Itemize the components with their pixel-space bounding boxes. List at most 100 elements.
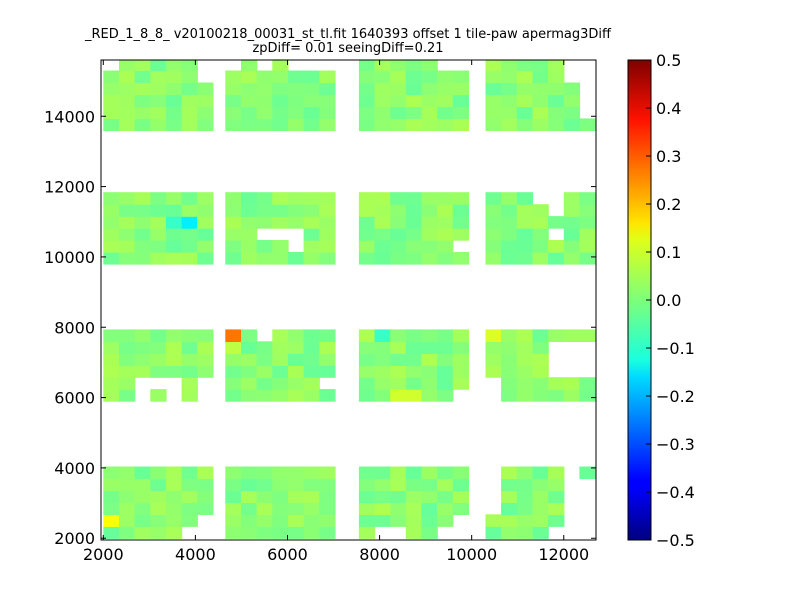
heatmap-cell [358,106,376,119]
heatmap-cell [358,353,376,366]
heatmap-cell [165,502,183,515]
heatmap-cell [272,365,289,378]
heatmap-cell [374,514,391,527]
heatmap-cell [303,106,320,119]
x-tick-label: 4000 [175,545,216,564]
heatmap-cell [405,252,423,265]
heatmap-cell [119,106,136,119]
heatmap-cell [197,365,214,378]
heatmap-cell [103,106,120,119]
heatmap-cell [181,216,198,229]
heatmap-cell [374,204,391,217]
heatmap-cell [319,228,336,241]
heatmap-cell [225,192,242,205]
heatmap-cell [390,70,407,84]
heatmap-cell [287,118,305,131]
heatmap-cell [272,60,289,72]
heatmap-cell [241,526,258,539]
heatmap-cell [501,514,518,527]
heatmap-cell [241,106,258,119]
heatmap-cell [579,192,596,205]
heatmap-cell [225,329,242,342]
heatmap-cell [319,118,336,131]
heatmap-cell [272,329,289,342]
heatmap-cell [319,526,336,539]
heatmap-cell [358,502,376,515]
heatmap-cell [287,192,305,205]
heatmap-cell [532,94,549,108]
heatmap-cell [165,252,183,265]
heatmap-cell [303,94,320,108]
heatmap-cell [516,329,534,342]
heatmap-cell [452,192,470,205]
heatmap-cell [532,365,549,378]
heatmap-cell [516,252,534,265]
heatmap-cell [272,502,289,515]
x-tick-label: 6000 [267,545,308,564]
heatmap-cell [134,252,151,265]
heatmap-cell [452,478,470,492]
heatmap-cell [452,341,470,354]
heatmap-cell [272,192,289,205]
heatmap-cell [374,365,391,378]
heatmap-cell [532,353,549,366]
heatmap-cell [452,216,470,229]
heatmap-cell [501,365,518,378]
heatmap-cell [358,94,376,108]
heatmap-cell [103,228,120,241]
heatmap-cell [150,490,167,503]
heatmap-cell [197,192,214,205]
heatmap-cell [165,341,183,354]
heatmap-cell [501,353,518,366]
heatmap-cell [390,466,407,480]
heatmap-cell [516,466,534,480]
heatmap-cell [437,118,454,131]
heatmap-cell [405,526,423,539]
heatmap-cell [197,466,214,480]
heatmap-cell [303,466,320,480]
heatmap-cell [119,216,136,229]
heatmap-cell [532,216,549,229]
heatmap-cell [150,204,167,217]
heatmap-cell [374,240,391,253]
heatmap-cell [390,106,407,119]
heatmap-cell [319,329,336,342]
heatmap-cell [303,82,320,96]
heatmap-cell [103,514,120,527]
heatmap-cell [103,466,120,480]
heatmap-cell [485,252,502,265]
heatmap-cell [272,490,289,503]
heatmap-cell [405,216,423,229]
heatmap-cell [452,94,470,108]
heatmap-cell [119,204,136,217]
heatmap-cell [225,94,242,108]
heatmap-cell [532,252,549,265]
heatmap-cell [485,118,502,131]
heatmap-cell [119,466,136,480]
heatmap-cell [181,389,198,402]
heatmap-cell [437,329,454,342]
heatmap-cell [437,514,454,527]
heatmap-cell [548,70,565,84]
heatmap-cell [241,341,258,354]
heatmap-cell [287,94,305,108]
heatmap-cell [485,204,502,217]
heatmap-cell [272,82,289,96]
heatmap-cell [181,192,198,205]
heatmap-cell [579,204,596,217]
heatmap-cell [405,341,423,354]
heatmap-cell [437,192,454,205]
heatmap-cell [256,82,273,96]
heatmap-cell [579,118,596,131]
heatmap-cell [374,478,391,492]
heatmap-cell [437,82,454,96]
heatmap-cell [421,192,438,205]
heatmap-cell [181,353,198,366]
heatmap-cell [241,329,258,342]
heatmap-cell [516,490,534,503]
heatmap-cell [374,490,391,503]
heatmap-cell [358,216,376,229]
heatmap-cell [272,94,289,108]
heatmap-cell [119,192,136,205]
heatmap-cell [303,353,320,366]
